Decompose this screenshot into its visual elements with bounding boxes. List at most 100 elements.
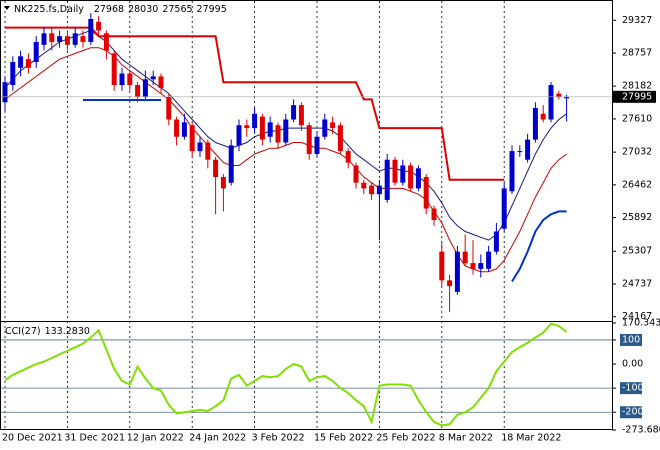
candle-body (330, 122, 336, 129)
candle-body (408, 165, 414, 189)
candle-body (345, 151, 351, 163)
indicator-name: CCI(27) (5, 326, 41, 337)
candle-body (353, 165, 359, 183)
candle-body (540, 113, 546, 120)
level-box (620, 333, 642, 346)
candle-body (166, 96, 172, 120)
candle-body (447, 280, 453, 287)
candle-body (431, 208, 437, 221)
candle-body (2, 82, 8, 103)
candle-body (72, 33, 78, 45)
candle-body (501, 188, 507, 229)
y-tick-label: 28757 (622, 48, 652, 59)
candle-body (244, 125, 250, 129)
x-tick-label: 15 Feb 2022 (314, 433, 373, 444)
y-tick-label: 24737 (622, 278, 652, 289)
y-tick-label: 0.00 (622, 359, 643, 370)
candle-body (228, 145, 234, 183)
y-tick-label: -100 (622, 383, 644, 394)
x-tick-label: 18 Mar 2022 (501, 433, 561, 444)
candle-body (462, 251, 468, 264)
candle-body (119, 73, 125, 86)
candle-body (525, 139, 531, 160)
candle-body (275, 125, 281, 143)
candle-body (454, 251, 460, 292)
y-tick-label: 25892 (622, 212, 652, 223)
candle-body (306, 125, 312, 154)
candle-body (423, 176, 429, 209)
candle-body (220, 176, 226, 189)
candle-body (478, 263, 484, 269)
candle-body (400, 165, 406, 183)
candle-body (252, 113, 258, 129)
candle-body (88, 18, 94, 42)
candle-body (96, 21, 102, 31)
candle-body (361, 182, 367, 189)
candle-body (548, 85, 554, 120)
candle-body (49, 33, 55, 42)
indicator-line (5, 26, 505, 181)
candle-body (158, 76, 164, 88)
level-box (620, 382, 642, 395)
indicator-line (83, 99, 567, 283)
y-tick-label: 26462 (622, 179, 652, 190)
candle-body (486, 251, 492, 269)
y-tick-label: 100 (622, 334, 640, 345)
y-tick-label: 25307 (622, 246, 652, 257)
current-price-label: 27995 (622, 91, 652, 102)
candle-body (189, 125, 195, 152)
candle-body (213, 159, 219, 177)
frame (0, 0, 613, 430)
y-tick-label: 27032 (622, 147, 652, 158)
candle-body (415, 168, 421, 189)
x-tick-label: 24 Jan 2022 (189, 433, 246, 444)
y-tick-label: 24167 (622, 311, 652, 322)
collapse-icon (4, 6, 10, 10)
candle-body (33, 41, 39, 63)
candle-body (10, 62, 16, 86)
open-value: 27968 (94, 4, 124, 15)
candle-body (135, 85, 141, 97)
candle-body (509, 151, 515, 192)
y-tick-label: -200 (622, 407, 644, 418)
y-tick-label: 29327 (622, 15, 652, 26)
level-box (620, 406, 642, 419)
candle-body (556, 93, 562, 97)
indicator-line (4, 322, 568, 427)
candle-body (205, 142, 211, 160)
candle-body (517, 151, 523, 153)
x-tick-label: 25 Feb 2022 (376, 433, 435, 444)
candle-body (291, 105, 297, 120)
indicator-header: CCI(27) 133.2830 (5, 326, 90, 337)
high-value: 28030 (128, 4, 158, 15)
candle-body (564, 96, 570, 99)
candle-body (259, 116, 265, 140)
low-value: 27565 (162, 4, 192, 15)
candle-body (392, 159, 398, 183)
candle-body (57, 36, 63, 42)
y-tick-label: -273.6800 (622, 425, 660, 436)
x-tick-label: 31 Dec 2021 (64, 433, 125, 444)
candle-body (283, 119, 289, 143)
candle-body (298, 105, 304, 126)
symbol: NK225.fs,Daily (14, 4, 84, 15)
candle-body (369, 185, 375, 195)
x-tick-label: 20 Dec 2021 (2, 433, 63, 444)
y-tick-label: 170.3435 (622, 318, 660, 329)
y-tick-label: 27610 (622, 113, 652, 124)
candle-body (376, 185, 382, 195)
candle-body (236, 125, 242, 146)
candle-body (111, 53, 117, 86)
candle-body (197, 142, 203, 152)
candle-body (41, 33, 47, 45)
x-tick-label: 12 Jan 2022 (127, 433, 184, 444)
candle-body (174, 119, 180, 137)
candle-body (103, 33, 109, 51)
candle-body (322, 119, 328, 137)
candle-body (470, 263, 476, 269)
chart-header: NK225.fs,Daily 27968 28030 27565 27995 (14, 4, 227, 15)
candle-body (314, 136, 320, 154)
x-tick-label: 3 Feb 2022 (252, 433, 305, 444)
